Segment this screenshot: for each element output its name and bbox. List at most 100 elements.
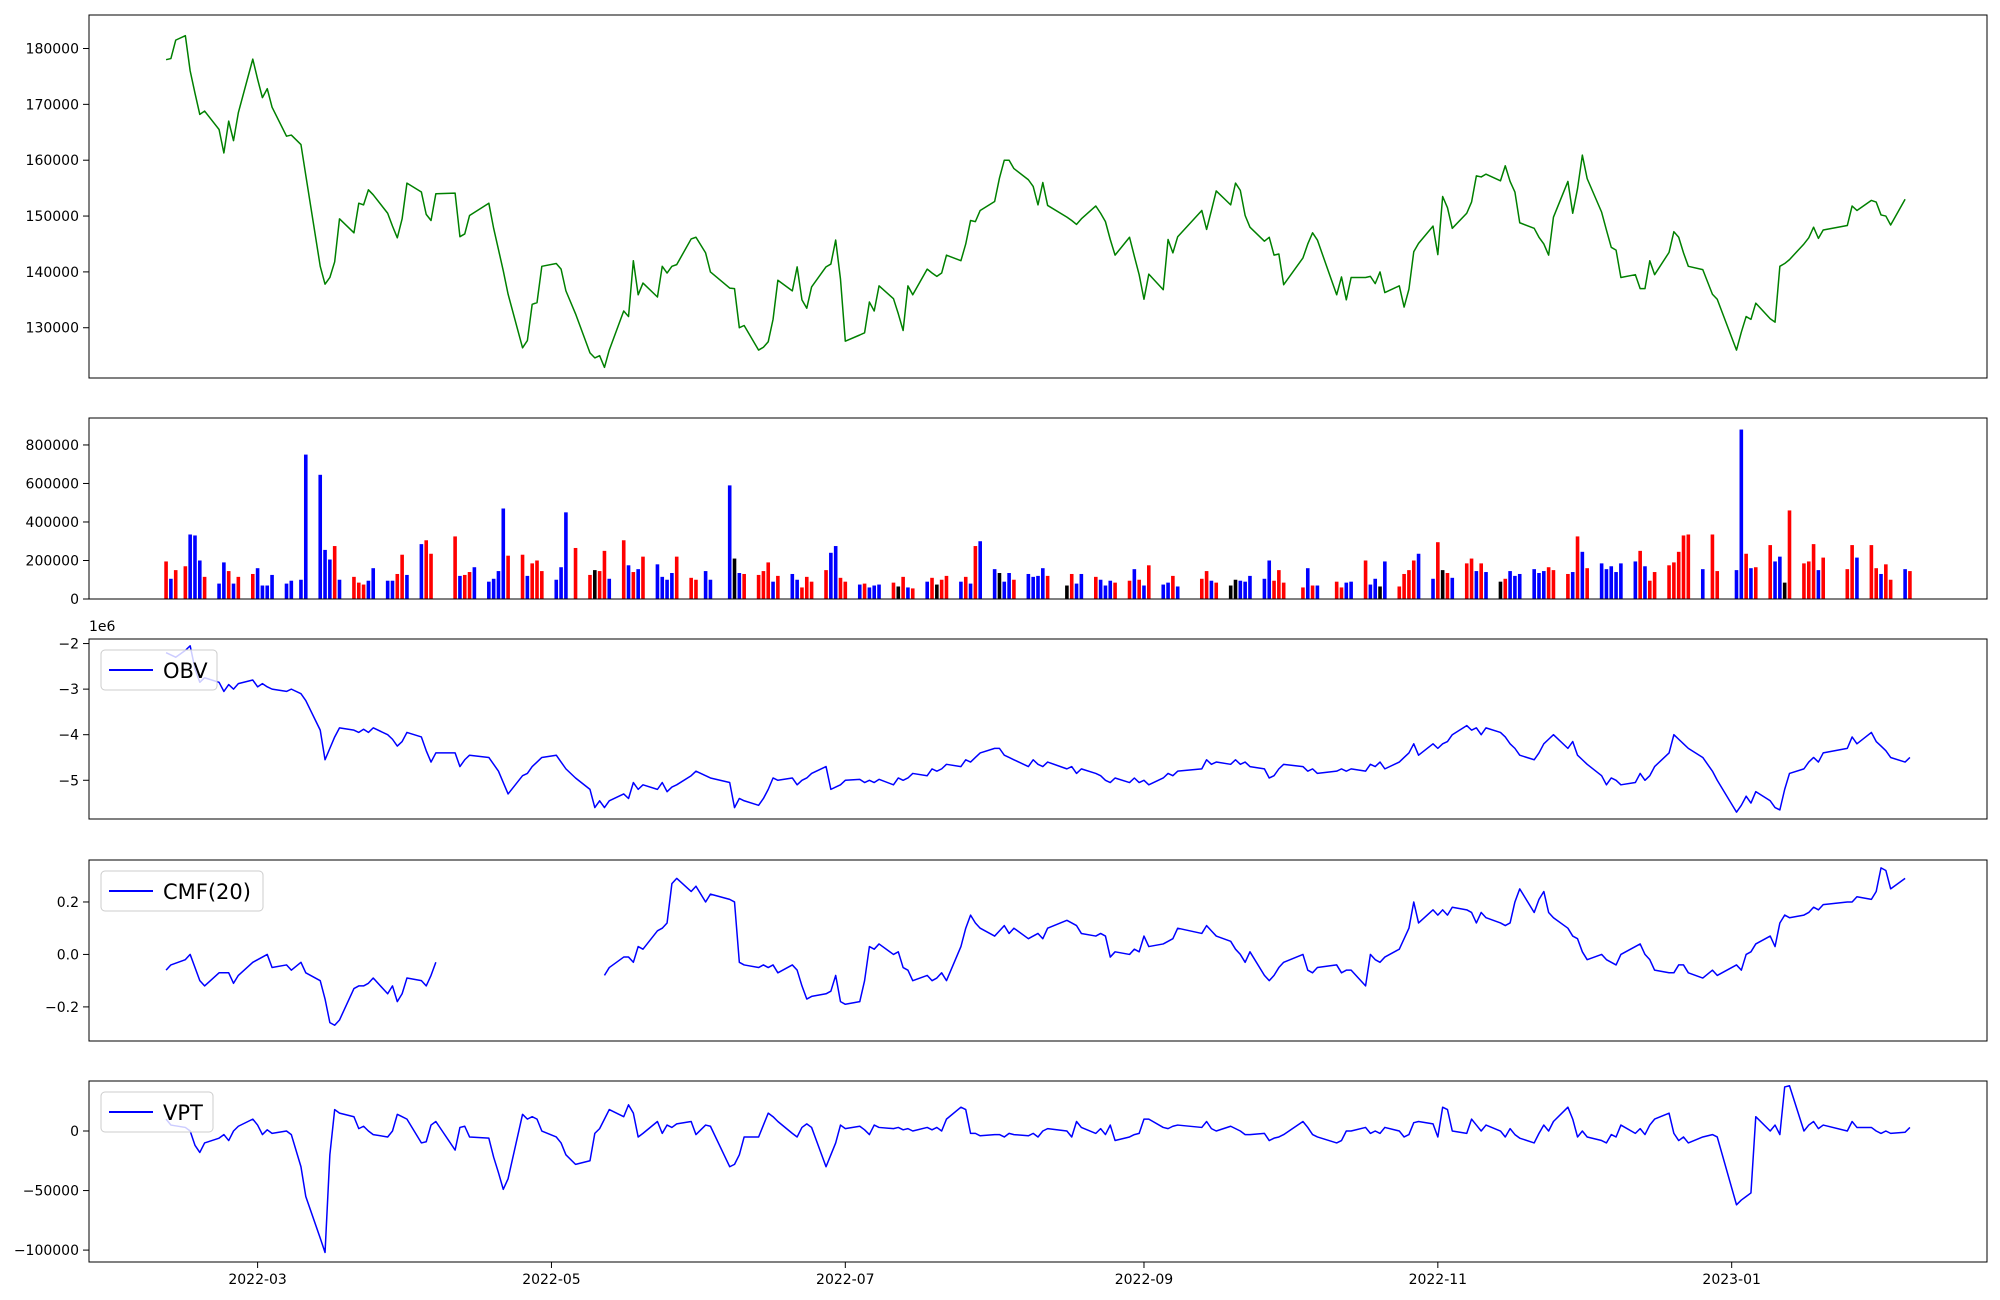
volume-bar: [737, 573, 742, 599]
volume-bar: [857, 584, 862, 599]
volume-bar: [1479, 563, 1483, 599]
panel-obv: −5 −4 −3 −2 1e6 OBV: [58, 619, 1988, 820]
obv-plot-area: [165, 645, 1911, 813]
volume-bar: [1281, 582, 1286, 599]
price-ytick-label: 160000: [26, 153, 79, 169]
xtick-label: 2022-07: [816, 1272, 875, 1288]
volume-bar: [838, 577, 843, 599]
volume-bar: [265, 585, 270, 599]
volume-bar: [1339, 587, 1344, 599]
volume-bar: [1349, 581, 1353, 599]
volume-bar: [901, 576, 905, 599]
volume-bar: [1002, 581, 1007, 599]
volume-bar: [1778, 556, 1782, 599]
volume-bar: [1744, 553, 1748, 599]
volume-bar: [992, 569, 997, 599]
legend-label: OBV: [163, 659, 208, 683]
volume-bar: [1570, 572, 1575, 599]
volume-bar: [328, 559, 332, 599]
obv-offset-label: 1e6: [89, 619, 116, 635]
volume-bar: [506, 555, 510, 599]
volume-bar: [1811, 544, 1816, 599]
cmf-ytick-label: 0.2: [57, 895, 79, 911]
volume-bar: [318, 474, 323, 599]
volume-bar: [1888, 579, 1893, 599]
obv-legend: OBV: [100, 649, 218, 691]
volume-bar: [1416, 553, 1421, 599]
volume-bar: [1127, 580, 1132, 599]
volume-bar: [771, 581, 775, 599]
volume-bar: [525, 575, 530, 599]
price-plot-area: [165, 34, 1906, 369]
volume-bar: [1175, 586, 1180, 599]
volume-bar: [1378, 586, 1382, 599]
volume-bar: [978, 541, 982, 599]
vpt-ytick-label: 0: [70, 1124, 79, 1140]
volume-bar: [1749, 568, 1753, 599]
volume-bar: [1344, 582, 1349, 599]
volume-bar: [1103, 585, 1108, 599]
volume-ytick-label: 800000: [26, 438, 79, 454]
volume-bar: [270, 574, 274, 599]
volume-bar: [597, 571, 602, 599]
volume-bar: [395, 573, 400, 599]
volume-bar: [1643, 566, 1647, 599]
volume-bar: [1474, 571, 1479, 599]
volume-bar: [829, 552, 833, 599]
volume-bar: [1503, 578, 1508, 599]
volume-bar: [1411, 560, 1416, 599]
xtick-label: 2022-09: [1115, 1272, 1174, 1288]
volume-bar: [1903, 569, 1907, 599]
obv-series-line: [165, 645, 1911, 813]
volume-bar: [641, 556, 645, 599]
volume-bar: [1079, 573, 1084, 599]
volume-bar: [1431, 578, 1435, 599]
volume-bar: [164, 561, 168, 599]
volume-bar: [833, 546, 838, 599]
volume-bar: [1647, 580, 1652, 599]
volume-bar: [1782, 582, 1787, 599]
volume-ytick-label: 400000: [26, 515, 79, 531]
volume-bar: [1599, 563, 1604, 599]
volume-plot-area: [164, 429, 1912, 599]
vpt-plot-area: [165, 1085, 1911, 1254]
volume-bar: [371, 568, 376, 599]
volume-bar: [1074, 583, 1079, 599]
volume-bar: [424, 540, 429, 599]
volume-bar: [593, 570, 597, 599]
volume-bar: [877, 584, 881, 599]
volume-bar: [1368, 584, 1373, 599]
volume-bar: [337, 579, 342, 599]
cmf-plot-area: [165, 867, 1906, 1027]
price-ytick-label: 180000: [26, 42, 79, 58]
volume-bar: [867, 587, 872, 599]
volume-bar: [390, 580, 395, 599]
volume-bar: [1753, 567, 1758, 599]
volume-bar: [1228, 585, 1233, 599]
panel-vpt: −100000 −50000 0 VPT 2022-03 2022-05 2022-07 20…: [14, 1080, 1988, 1288]
volume-bar: [1676, 551, 1681, 599]
obv-ytick-label: −2: [58, 637, 79, 653]
volume-bar: [366, 580, 371, 599]
volume-bar: [626, 565, 631, 599]
volume-bar: [1397, 586, 1402, 599]
volume-bar: [1614, 572, 1618, 599]
volume-bar: [284, 583, 289, 599]
volume-bar: [824, 570, 828, 599]
volume-bar: [1436, 542, 1440, 599]
volume-bar: [255, 568, 260, 599]
volume-bar: [1802, 563, 1806, 599]
volume-bar: [1816, 570, 1821, 599]
volume-bar: [453, 536, 457, 599]
volume-bar: [766, 562, 771, 599]
volume-bar: [1277, 570, 1281, 599]
volume-bar: [385, 580, 390, 599]
volume-ytick-label: 0: [70, 592, 79, 608]
volume-bar: [323, 549, 327, 599]
volume-bar: [236, 576, 241, 599]
volume-bar: [1498, 581, 1503, 599]
volume-bar: [790, 573, 795, 599]
volume-bar: [332, 546, 337, 599]
volume-bar: [352, 576, 356, 599]
volume-bar: [1026, 573, 1031, 599]
